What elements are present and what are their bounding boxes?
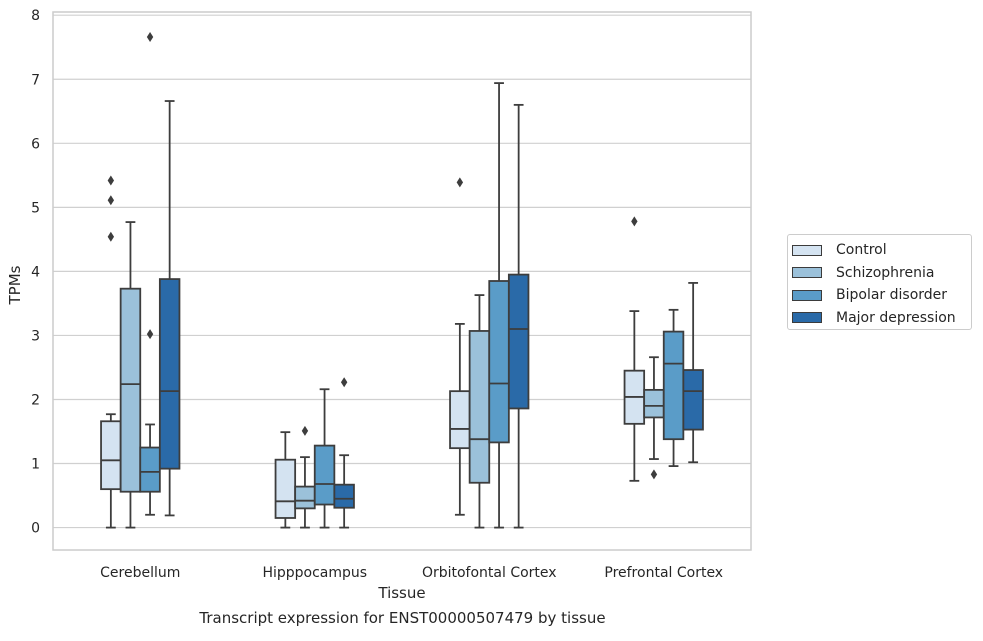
legend-swatch [792, 312, 822, 324]
y-tick-label: 1 [31, 457, 40, 473]
legend-label: Control [836, 242, 887, 259]
box-bipolar-disorder [139, 31, 161, 516]
legend-label: Bipolar disorder [836, 287, 948, 304]
outlier-point [107, 175, 115, 186]
box-body [294, 485, 316, 510]
x-tick-label: Cerebellum [100, 565, 180, 581]
y-tick-label: 0 [31, 521, 40, 537]
y-tick-label: 5 [31, 200, 40, 216]
outlier-point [456, 177, 464, 188]
y-axis-label: TPMs [6, 265, 24, 305]
box-schizophrenia [294, 425, 316, 529]
y-tick-label: 4 [31, 264, 40, 280]
y-axis-ticks: 0 1 2 3 4 5 6 7 8 [31, 8, 40, 536]
y-tick-label: 3 [31, 328, 40, 344]
box-control [623, 216, 646, 482]
box-control [449, 177, 471, 516]
y-tick-label: 7 [31, 72, 40, 88]
box-body [662, 330, 685, 441]
outlier-point [631, 216, 638, 227]
x-tick-label: Hipppocampus [262, 565, 367, 581]
box-body [100, 420, 122, 491]
x-tick-label: Orbitofontal Cortex [422, 565, 557, 581]
legend-item: Bipolar disorder [792, 284, 971, 307]
box-schizophrenia [643, 356, 665, 480]
legend-item: Major depression [792, 307, 971, 330]
box-body [507, 273, 530, 410]
plot-frame [52, 11, 752, 551]
x-axis-ticks: Cerebellum Hipppocampus Orbitofontal Corte… [100, 565, 723, 581]
box-body [488, 280, 510, 444]
legend: Control Schizophrenia Bipolar disorder Majo… [787, 234, 972, 330]
box-bipolar-disorder [488, 82, 510, 529]
outlier-point [107, 195, 115, 206]
box-body [158, 278, 181, 470]
legend-item: Control [792, 239, 971, 262]
box-bipolar-disorder [313, 388, 336, 529]
box-body [333, 483, 355, 509]
box-control [274, 431, 297, 529]
boxes [100, 31, 704, 529]
box-major-depression [682, 282, 704, 464]
y-tick-label: 6 [31, 136, 40, 152]
x-axis-label: Tissue [377, 584, 425, 602]
box-body [274, 458, 297, 519]
chart-caption: Transcript expression for ENST0000050747… [199, 609, 606, 627]
box-body [313, 444, 336, 506]
legend-swatch [792, 289, 822, 301]
x-tick-label: Prefrontal Cortex [604, 565, 723, 581]
outlier-point [301, 425, 309, 436]
box-schizophrenia [119, 221, 142, 529]
y-tick-label: 2 [31, 392, 40, 408]
box-body [643, 388, 665, 419]
box-bipolar-disorder [662, 308, 685, 467]
outlier-point [146, 31, 154, 42]
box-body [449, 390, 471, 450]
y-tick-label: 8 [31, 8, 40, 24]
legend-label: Major depression [836, 309, 956, 326]
outlier-point [650, 469, 658, 480]
legend-swatch [792, 267, 822, 279]
legend-label: Schizophrenia [836, 264, 935, 281]
box-schizophrenia [468, 294, 491, 529]
box-body [119, 287, 142, 493]
box-major-depression [158, 100, 181, 517]
outlier-point [107, 231, 115, 242]
outlier-point [146, 329, 154, 340]
box-body [682, 369, 704, 431]
legend-swatch [792, 244, 822, 256]
outlier-point [340, 377, 348, 388]
box-body [468, 330, 491, 484]
box-body [139, 446, 161, 493]
box-control [100, 175, 122, 529]
legend-item: Schizophrenia [792, 262, 971, 285]
box-major-depression [333, 377, 355, 529]
box-major-depression [507, 103, 530, 529]
